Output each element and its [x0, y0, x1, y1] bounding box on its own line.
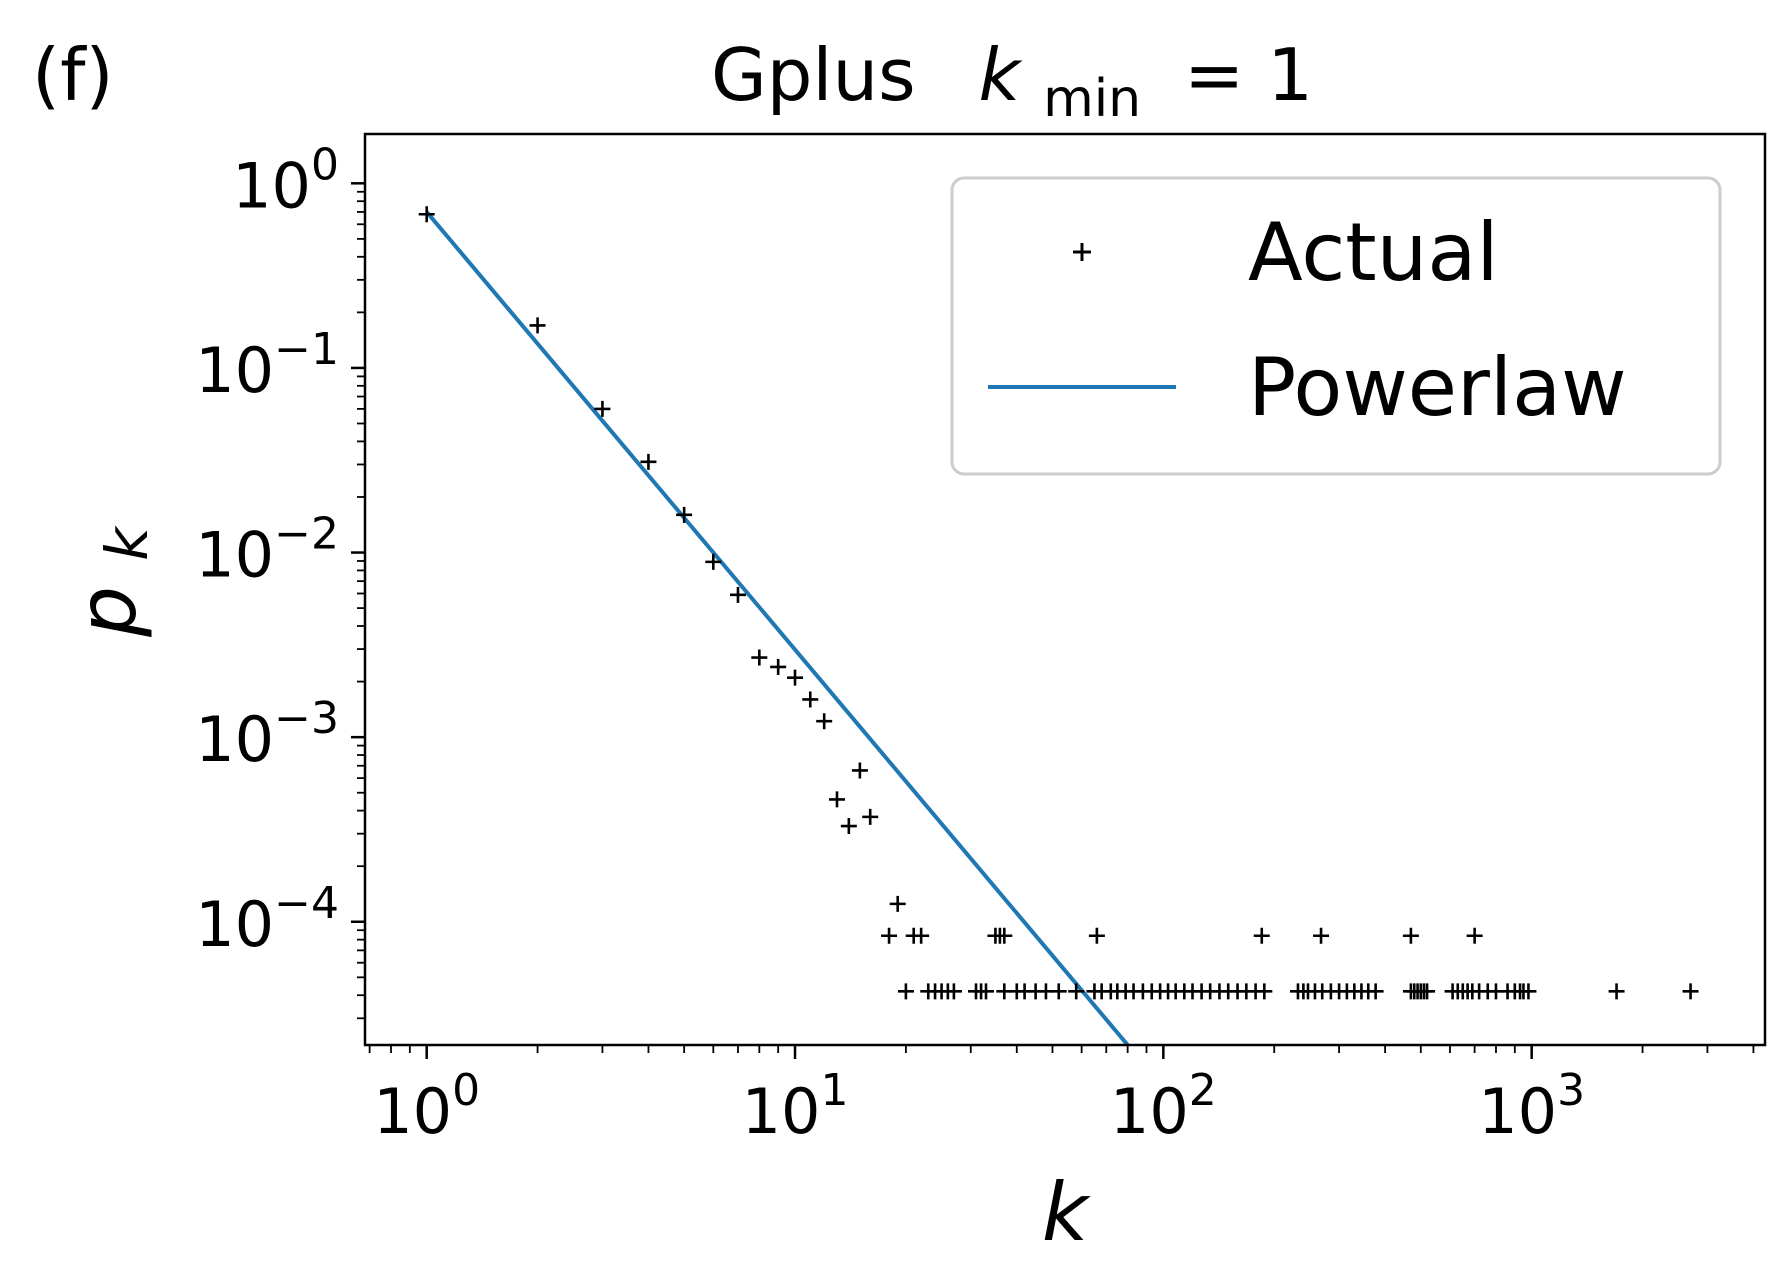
y-axis-label-base: p	[61, 586, 154, 638]
data-point-actual	[945, 983, 962, 1000]
title-var: k	[978, 33, 1023, 117]
x-tick-label: 100	[373, 1065, 480, 1148]
data-point-actual	[802, 691, 819, 708]
y-tick-label: 100	[232, 139, 339, 222]
data-point-actual	[1608, 983, 1625, 1000]
plot-frame	[363, 132, 1767, 1047]
data-point-actual	[1256, 983, 1273, 1000]
y-tick-label-base: 10	[232, 149, 311, 222]
x-tick-label-base: 10	[373, 1075, 452, 1148]
legend-label-powerlaw: Powerlaw	[1248, 341, 1627, 434]
x-tick-label: 103	[1478, 1065, 1585, 1148]
data-point-actual	[816, 713, 833, 730]
x-tick-label-base: 10	[1110, 1075, 1189, 1148]
data-point-actual	[787, 669, 804, 686]
data-point-actual	[1520, 983, 1537, 1000]
y-tick-label-exp: −3	[274, 693, 339, 744]
data-point-actual	[1402, 927, 1419, 944]
series-powerlaw-line	[425, 210, 1130, 1045]
y-tick-label: 10−4	[195, 878, 339, 961]
y-tick-label-exp: 0	[311, 139, 339, 190]
legend-box	[950, 176, 1722, 476]
title-sub: min	[1043, 69, 1141, 129]
x-axis-label: k	[1042, 1166, 1091, 1259]
data-point-actual	[889, 895, 906, 912]
data-point-actual	[1088, 927, 1105, 944]
title-suffix: = 1	[1184, 33, 1313, 117]
y-tick-label-base: 10	[195, 703, 274, 776]
data-point-actual	[529, 317, 546, 334]
data-point-actual	[1068, 983, 1085, 1000]
x-tick-label-exp: 2	[1189, 1065, 1217, 1116]
data-point-actual	[1682, 983, 1699, 1000]
y-tick-label-exp: −4	[274, 878, 339, 929]
data-point-actual	[897, 983, 914, 1000]
y-tick-label: 10−2	[195, 509, 339, 592]
x-tick-label-base: 10	[1478, 1075, 1557, 1148]
legend: Actual Powerlaw	[950, 176, 1722, 476]
data-point-actual	[840, 818, 857, 835]
data-point-actual	[1050, 983, 1067, 1000]
x-tick-label-base: 10	[742, 1075, 821, 1148]
data-point-actual	[828, 791, 845, 808]
data-point-actual	[862, 808, 879, 825]
x-tick-label-exp: 0	[452, 1065, 480, 1116]
data-point-actual	[751, 649, 768, 666]
data-point-actual	[1419, 983, 1436, 1000]
y-tick-label: 10−3	[195, 693, 339, 776]
data-point-actual	[1253, 927, 1270, 944]
x-tick-label: 102	[1110, 1065, 1217, 1148]
data-point-actual	[851, 762, 868, 779]
data-point-actual	[996, 927, 1013, 944]
y-tick-label-base: 10	[195, 519, 274, 592]
data-point-actual	[1367, 983, 1384, 1000]
y-tick-label-base: 10	[195, 888, 274, 961]
y-tick-label-exp: −1	[274, 324, 339, 375]
data-point-actual	[1313, 927, 1330, 944]
data-point-actual	[1466, 927, 1483, 944]
plot-area	[418, 206, 1699, 1045]
legend-marker-actual	[1073, 243, 1091, 261]
panel-label: (f)	[32, 33, 114, 117]
y-tick-label: 10−1	[195, 324, 339, 407]
y-tick-label-base: 10	[195, 334, 274, 407]
y-tick-label-exp: −2	[274, 509, 339, 560]
y-axis-label: p k	[61, 525, 161, 638]
x-tick-label: 101	[742, 1065, 849, 1148]
data-point-actual	[705, 553, 722, 570]
data-point-actual	[640, 453, 657, 470]
legend-label-actual: Actual	[1248, 206, 1499, 299]
data-point-actual	[594, 400, 611, 417]
y-axis-label-sub: k	[93, 525, 161, 561]
plot-data	[418, 206, 1699, 1045]
data-point-actual	[418, 206, 435, 223]
x-tick-label-exp: 1	[820, 1065, 848, 1116]
data-point-actual	[913, 927, 930, 944]
data-point-actual	[770, 658, 787, 675]
data-point-actual	[729, 586, 746, 603]
title-prefix: Gplus	[711, 33, 916, 117]
x-tick-label-exp: 3	[1557, 1065, 1585, 1116]
data-point-actual	[676, 506, 693, 523]
data-point-actual	[881, 927, 898, 944]
data-point-actual	[978, 983, 995, 1000]
chart-title: Gplus k min = 1	[711, 33, 1313, 133]
